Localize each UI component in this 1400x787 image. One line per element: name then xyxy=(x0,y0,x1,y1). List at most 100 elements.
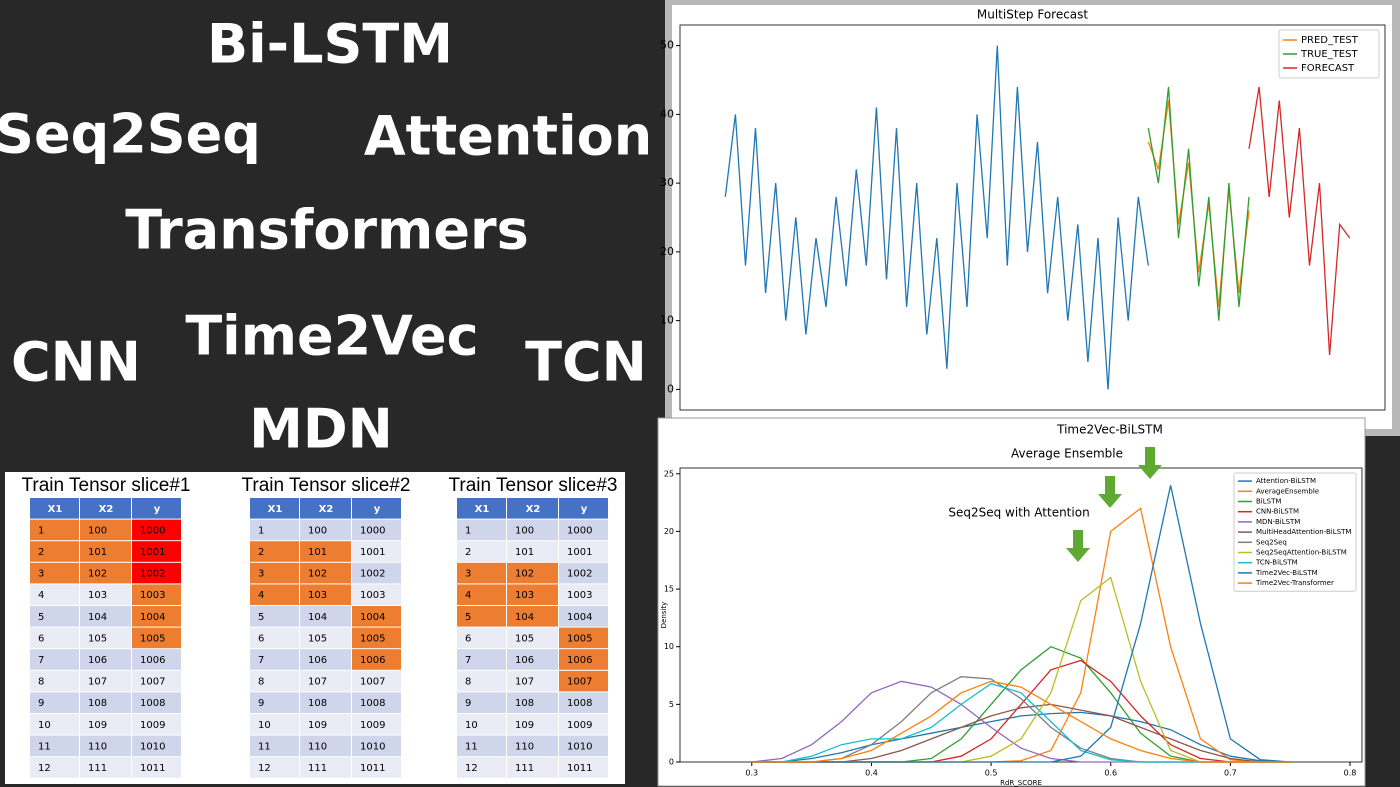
table-cell xyxy=(132,649,181,670)
table-cell xyxy=(457,714,506,735)
x-tick-label: 0.5 xyxy=(985,769,998,778)
y-tick-label: 25 xyxy=(664,469,674,478)
legend xyxy=(1278,29,1380,79)
table-cell xyxy=(132,714,181,735)
cell-text: 6 xyxy=(258,633,264,644)
table-cell xyxy=(507,606,558,627)
annotation: Average Ensemble xyxy=(1011,447,1123,461)
annotation-arrow xyxy=(1066,530,1090,562)
table-cell xyxy=(80,584,131,605)
table-cell xyxy=(507,649,558,670)
table-cell xyxy=(30,735,79,757)
table-cell xyxy=(80,757,131,778)
x-tick-label: 0.4 xyxy=(865,769,878,778)
table-title: Train Tensor slice#2 xyxy=(242,475,411,496)
table-cell xyxy=(132,584,181,605)
legend-label: FORECAST xyxy=(1301,63,1355,74)
y-axis-label: Density xyxy=(660,602,668,629)
legend-label: PRED_TEST xyxy=(1301,35,1359,46)
cell-text: 100 xyxy=(88,525,107,536)
cell-text: 100 xyxy=(515,525,534,536)
cell-text: 1000 xyxy=(360,525,385,536)
cell-text: 1003 xyxy=(567,590,592,601)
cell-text: 6 xyxy=(38,633,44,644)
cell-text: 109 xyxy=(515,720,534,731)
table-cell xyxy=(300,692,351,713)
cell-text: 102 xyxy=(308,569,327,580)
table-cell xyxy=(80,606,131,627)
x-tick-label: 0.3 xyxy=(745,769,758,778)
cell-text: 6 xyxy=(465,633,471,644)
table-cell xyxy=(507,692,558,713)
cell-text: 1001 xyxy=(567,547,592,558)
header-cell xyxy=(352,498,401,519)
cell-text: 1002 xyxy=(360,569,385,580)
cell-text: 107 xyxy=(515,677,534,688)
annotation-arrow xyxy=(1098,476,1122,508)
x-tick-label: 0.6 xyxy=(1104,769,1117,778)
cell-text: 4 xyxy=(38,590,44,601)
table-cell xyxy=(457,584,506,605)
cell-text: 8 xyxy=(258,677,264,688)
table-cell xyxy=(352,606,401,627)
legend-label: AverageEnsemble xyxy=(1256,487,1319,495)
table-cell xyxy=(132,606,181,627)
cell-text: 3 xyxy=(465,569,471,580)
table-cell xyxy=(300,649,351,670)
table-cell xyxy=(352,757,401,778)
cell-text: 109 xyxy=(308,720,327,731)
cell-text: 1005 xyxy=(567,633,592,644)
annotation-arrow xyxy=(1138,447,1162,479)
cell-text: 110 xyxy=(515,741,534,752)
plot-area xyxy=(679,24,1386,411)
table-cell xyxy=(559,606,608,627)
table-cell xyxy=(250,735,299,757)
cell-text: 1009 xyxy=(360,720,385,731)
table-cell xyxy=(80,670,131,692)
cell-text: 10 xyxy=(465,720,478,731)
cell-text: 102 xyxy=(88,569,107,580)
cell-text: 12 xyxy=(38,763,51,774)
table-cell xyxy=(352,541,401,562)
cell-text: 103 xyxy=(515,590,534,601)
cell-text: 5 xyxy=(258,612,264,623)
table-cell xyxy=(507,714,558,735)
table-cell xyxy=(250,649,299,670)
table-cell xyxy=(80,649,131,670)
legend-label: CNN-BiLSTM xyxy=(1256,508,1299,516)
table-cell xyxy=(559,562,608,584)
cell-text: 12 xyxy=(258,763,271,774)
table-cell xyxy=(352,584,401,605)
cell-text: 11 xyxy=(465,741,478,752)
cell-text: 1009 xyxy=(140,720,165,731)
cell-text: 1010 xyxy=(360,741,385,752)
cell-text: 109 xyxy=(88,720,107,731)
table-cell xyxy=(132,541,181,562)
legend-label: TCN-BiLSTM xyxy=(1255,559,1298,567)
cell-text: 12 xyxy=(465,763,478,774)
annotation: Seq2Seq with Attention xyxy=(948,506,1089,520)
header-label: X2 xyxy=(99,504,114,515)
cell-text: 9 xyxy=(465,698,471,709)
cell-text: 102 xyxy=(515,569,534,580)
y-tick-label: 0 xyxy=(667,382,674,395)
cell-text: 1002 xyxy=(567,569,592,580)
cell-text: 5 xyxy=(465,612,471,623)
cell-text: 105 xyxy=(515,633,534,644)
table-cell xyxy=(30,670,79,692)
cell-text: 8 xyxy=(465,677,471,688)
model-label: Seq2Seq xyxy=(0,103,261,166)
table-cell xyxy=(250,714,299,735)
header-cell xyxy=(80,498,131,519)
model-label: CNN xyxy=(11,331,141,394)
cell-text: 1004 xyxy=(360,612,385,623)
table-cell xyxy=(559,519,608,541)
cell-text: 7 xyxy=(465,655,471,666)
cell-text: 3 xyxy=(258,569,264,580)
legend-label: TRUE_TEST xyxy=(1300,49,1358,60)
cell-text: 1010 xyxy=(140,741,165,752)
table-cell xyxy=(559,670,608,692)
cell-text: 1 xyxy=(258,525,264,536)
model-label: Bi-LSTM xyxy=(207,13,453,76)
